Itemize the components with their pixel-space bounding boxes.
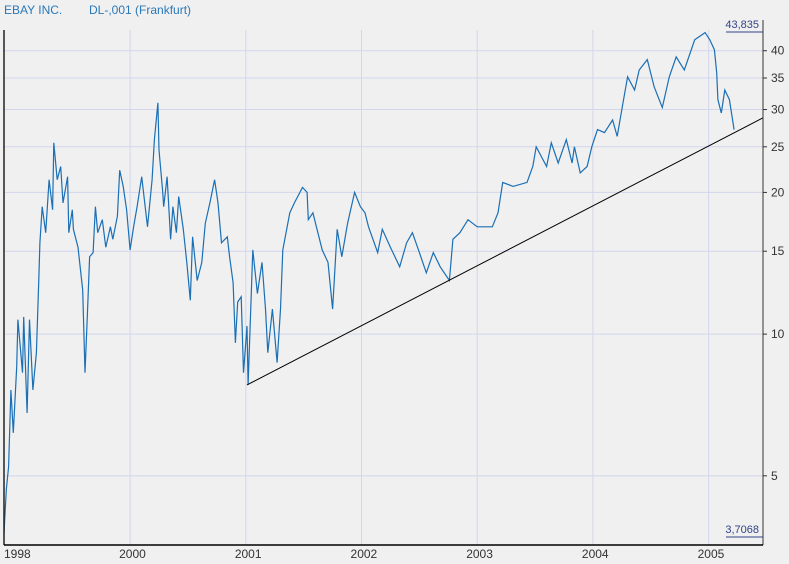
- x-tick-label: 2003: [466, 547, 493, 561]
- x-tick-label: 1998: [4, 547, 31, 561]
- y-tick-label: 20: [771, 185, 785, 199]
- trendline: [246, 117, 764, 386]
- y-tick-label: 15: [771, 244, 785, 258]
- y-tick-label: 40: [771, 44, 785, 58]
- y-tick-label: 35: [771, 71, 785, 85]
- y-tick-label: 5: [771, 469, 778, 483]
- x-tick-label: 2002: [351, 547, 378, 561]
- price-series-line: [3, 31, 735, 534]
- x-tick-label: 2005: [698, 547, 725, 561]
- y-tick-label: 10: [771, 327, 785, 341]
- instrument-name: DL-,001 (Frankfurt): [89, 3, 192, 17]
- x-tick-label: 2000: [119, 547, 146, 561]
- y-tick-label: 25: [771, 140, 785, 154]
- company-name: EBAY INC.: [4, 3, 63, 17]
- x-tick-label: 2004: [582, 547, 609, 561]
- max-value-label: 43,835: [725, 19, 759, 31]
- x-tick-label: 2001: [235, 547, 262, 561]
- y-tick-label: 30: [771, 103, 785, 117]
- min-value-label: 3,7068: [725, 524, 759, 536]
